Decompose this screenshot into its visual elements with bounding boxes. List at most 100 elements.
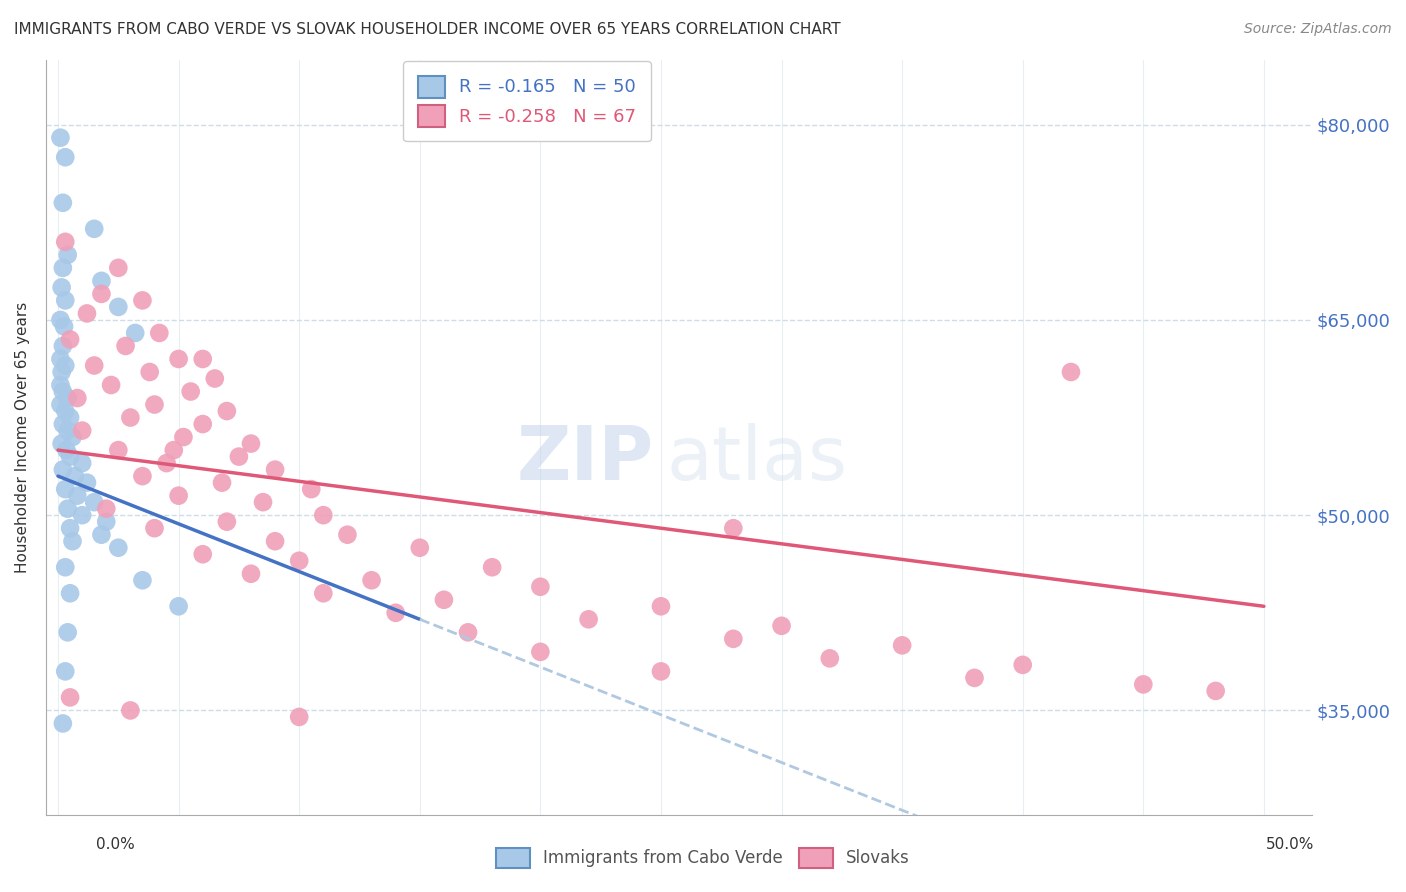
Point: [53, 560, 76, 574]
Point: [63, 469, 86, 483]
Point: [53, 319, 76, 334]
Point: [96, 515, 118, 529]
Point: [529, 580, 551, 594]
Y-axis label: Householder Income Over 65 years: Householder Income Over 65 years: [15, 301, 30, 573]
Point: [529, 645, 551, 659]
Point: [264, 534, 287, 549]
Point: [384, 606, 406, 620]
Point: [96, 501, 118, 516]
Legend: Immigrants from Cabo Verde, Slovaks: Immigrants from Cabo Verde, Slovaks: [489, 841, 917, 875]
Point: [49, 130, 72, 145]
Point: [49, 378, 72, 392]
Point: [70, 424, 93, 438]
Point: [70, 456, 93, 470]
Point: [107, 443, 129, 458]
Point: [51, 280, 73, 294]
Point: [120, 703, 142, 717]
Point: [1060, 365, 1083, 379]
Point: [650, 665, 672, 679]
Point: [770, 619, 793, 633]
Point: [138, 365, 160, 379]
Point: [76, 475, 98, 490]
Point: [131, 574, 153, 588]
Point: [818, 651, 841, 665]
Point: [70, 508, 93, 523]
Point: [143, 398, 166, 412]
Point: [59, 410, 82, 425]
Point: [90, 527, 112, 541]
Point: [56, 391, 79, 405]
Point: [172, 430, 194, 444]
Point: [409, 541, 432, 555]
Point: [148, 326, 170, 340]
Point: [83, 495, 105, 509]
Point: [1132, 677, 1154, 691]
Point: [131, 293, 153, 308]
Point: [90, 274, 112, 288]
Point: [360, 574, 382, 588]
Point: [131, 469, 153, 483]
Point: [56, 248, 79, 262]
Point: [1205, 684, 1227, 698]
Text: ZIP: ZIP: [516, 423, 654, 496]
Text: 0.0%: 0.0%: [96, 838, 135, 852]
Point: [211, 475, 233, 490]
Point: [56, 424, 79, 438]
Point: [107, 260, 129, 275]
Point: [167, 599, 190, 614]
Point: [49, 398, 72, 412]
Point: [56, 501, 79, 516]
Point: [191, 547, 214, 561]
Point: [120, 410, 142, 425]
Point: [288, 710, 311, 724]
Point: [124, 326, 146, 340]
Point: [723, 632, 745, 646]
Point: [107, 300, 129, 314]
Point: [299, 482, 322, 496]
Point: [53, 665, 76, 679]
Point: [252, 495, 274, 509]
Point: [53, 404, 76, 418]
Point: [891, 638, 914, 652]
Text: atlas: atlas: [666, 423, 848, 496]
Point: [107, 541, 129, 555]
Point: [457, 625, 479, 640]
Point: [163, 443, 186, 458]
Point: [52, 339, 75, 353]
Point: [288, 554, 311, 568]
Point: [180, 384, 202, 399]
Point: [62, 430, 84, 444]
Point: [963, 671, 986, 685]
Point: [723, 521, 745, 535]
Point: [62, 534, 84, 549]
Point: [59, 333, 82, 347]
Point: [66, 489, 89, 503]
Text: 50.0%: 50.0%: [1267, 838, 1315, 852]
Point: [312, 586, 335, 600]
Point: [52, 384, 75, 399]
Point: [264, 462, 287, 476]
Point: [83, 359, 105, 373]
Point: [55, 443, 77, 458]
Point: [143, 521, 166, 535]
Point: [53, 150, 76, 164]
Point: [51, 365, 73, 379]
Point: [52, 462, 75, 476]
Point: [59, 450, 82, 464]
Point: [481, 560, 503, 574]
Point: [312, 508, 335, 523]
Text: Source: ZipAtlas.com: Source: ZipAtlas.com: [1244, 22, 1392, 37]
Point: [52, 417, 75, 431]
Point: [52, 195, 75, 210]
Point: [53, 235, 76, 249]
Point: [433, 592, 456, 607]
Point: [49, 351, 72, 366]
Legend: R = -0.165   N = 50, R = -0.258   N = 67: R = -0.165 N = 50, R = -0.258 N = 67: [404, 61, 651, 141]
Point: [53, 359, 76, 373]
Point: [191, 351, 214, 366]
Point: [650, 599, 672, 614]
Point: [90, 286, 112, 301]
Point: [215, 515, 238, 529]
Point: [66, 391, 89, 405]
Point: [100, 378, 122, 392]
